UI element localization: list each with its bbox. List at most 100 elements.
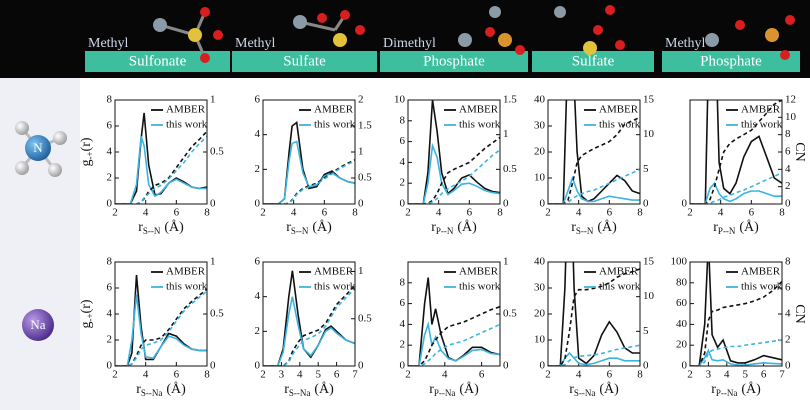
x-tick-label: 2 — [260, 207, 266, 219]
x-axis-label: rP--Na (Å) — [711, 381, 761, 398]
x-tick-label: 6 — [174, 207, 180, 219]
ion-label: Na — [30, 317, 45, 332]
legend-label: this work — [166, 281, 208, 293]
cn-line — [548, 116, 640, 204]
legend-label: AMBER — [314, 266, 354, 278]
y-tick-label: 0 — [682, 360, 688, 372]
x-label-unit: (Å) — [599, 381, 619, 397]
plot-frame — [262, 99, 356, 205]
cn-line — [263, 159, 355, 204]
y-axis-label: g-+(r) — [79, 137, 95, 166]
molecule-icon — [293, 10, 365, 47]
x-label-main: r — [136, 382, 141, 397]
cn-line — [548, 344, 640, 366]
x-tick-label: 4 — [576, 369, 582, 381]
header-prefix: Dimethyl — [383, 36, 436, 51]
y2-tick-label: 0.5 — [358, 312, 372, 324]
header-box — [380, 51, 528, 72]
x-label-unit: (Å) — [457, 219, 477, 235]
legend-label: this work — [314, 281, 356, 293]
y2-tick-label: 6 — [785, 146, 791, 158]
y2-tick-label: 0 — [503, 360, 509, 372]
x-tick-label: 6 — [334, 369, 340, 381]
x-tick-label: 4 — [291, 207, 297, 219]
rdf-line — [690, 181, 782, 204]
x-tick-label: 3 — [706, 369, 712, 381]
y-tick-label: 40 — [534, 94, 546, 106]
rdf-line — [548, 100, 640, 204]
y-tick-label: 0 — [255, 360, 261, 372]
x-label-sub: P--N — [436, 226, 454, 236]
y-tick-label: 6 — [107, 120, 113, 132]
x-tick-label: 8 — [204, 369, 210, 381]
y-tick-label: 0 — [540, 360, 546, 372]
cn-line — [263, 287, 355, 366]
legend-label: AMBER — [741, 104, 781, 116]
y2-tick-label: 2 — [358, 94, 364, 106]
x-tick-label: 2 — [112, 207, 118, 219]
y2-tick-label: 8 — [785, 256, 791, 268]
y2-tick-label: 2 — [785, 180, 791, 192]
rdf-line — [263, 296, 355, 366]
x-axis-label: rS--Na (Å) — [569, 381, 619, 398]
cn-line — [408, 149, 500, 204]
y2-tick-label: 2 — [785, 334, 791, 346]
y-tick-label: 30 — [534, 120, 546, 132]
y-tick-label: 6 — [107, 282, 113, 294]
y2-tick-label: 15 — [643, 94, 655, 106]
cn-line — [115, 290, 207, 366]
plot-frame — [407, 261, 501, 367]
x-tick-label: 2 — [260, 369, 266, 381]
x-tick-label: 5 — [315, 369, 321, 381]
header-box — [85, 51, 230, 72]
molecule-icon — [705, 15, 795, 60]
y-tick-label: 2 — [400, 339, 406, 351]
y-tick-label: 2 — [255, 325, 261, 337]
y-tick-label: 4 — [400, 318, 406, 330]
cn-line — [115, 288, 207, 366]
y-tick-label: 6 — [400, 297, 406, 309]
y-label-main: g — [79, 322, 94, 329]
x-tick-label: 7 — [779, 369, 785, 381]
y-tick-label: 2 — [255, 163, 261, 175]
y2-axis-label: CN — [792, 142, 807, 161]
y2-tick-label: 0.5 — [503, 308, 517, 320]
x-label-main: r — [284, 382, 289, 397]
x-axis-label: rP--N (Å) — [713, 219, 759, 236]
x-tick-label: 4 — [143, 207, 149, 219]
y-tick-label: 0 — [400, 360, 406, 372]
y-tick-label: 10 — [534, 334, 546, 346]
x-tick-label: 8 — [204, 207, 210, 219]
molecule-icon — [458, 6, 525, 55]
y-tick-label: 2 — [400, 177, 406, 189]
y2-tick-label: 1 — [503, 128, 509, 140]
x-axis-label: rS--N (Å) — [571, 219, 617, 236]
x-label-sub: P--Na — [716, 388, 738, 398]
x-label-sub: S--N — [576, 226, 594, 236]
x-label-unit: (Å) — [459, 381, 479, 397]
rdf-line — [548, 262, 640, 366]
ion-icon: N — [15, 121, 67, 177]
y-axis-label: g-+(r) — [79, 299, 95, 328]
y-tick-label: 0 — [540, 198, 546, 210]
x-label-unit: (Å) — [597, 219, 617, 235]
x-tick-label: 5 — [742, 369, 748, 381]
x-tick-label: 2 — [545, 369, 551, 381]
x-axis-label: rS--N (Å) — [138, 219, 184, 236]
plot-frame — [689, 261, 783, 367]
plot-frame — [114, 261, 208, 367]
x-tick-label: 8 — [352, 207, 358, 219]
x-tick-label: 2 — [687, 207, 693, 219]
x-label-sub: P--N — [718, 226, 736, 236]
rdf-line — [548, 175, 640, 204]
legend-label: this work — [166, 119, 208, 131]
x-tick-label: 6 — [761, 369, 767, 381]
y2-tick-label: 1 — [503, 256, 509, 268]
legend-label: AMBER — [166, 266, 206, 278]
cn-line — [690, 172, 782, 204]
plot-frame — [689, 99, 783, 205]
x-label-unit: (Å) — [739, 219, 759, 235]
cn-line — [408, 323, 500, 366]
